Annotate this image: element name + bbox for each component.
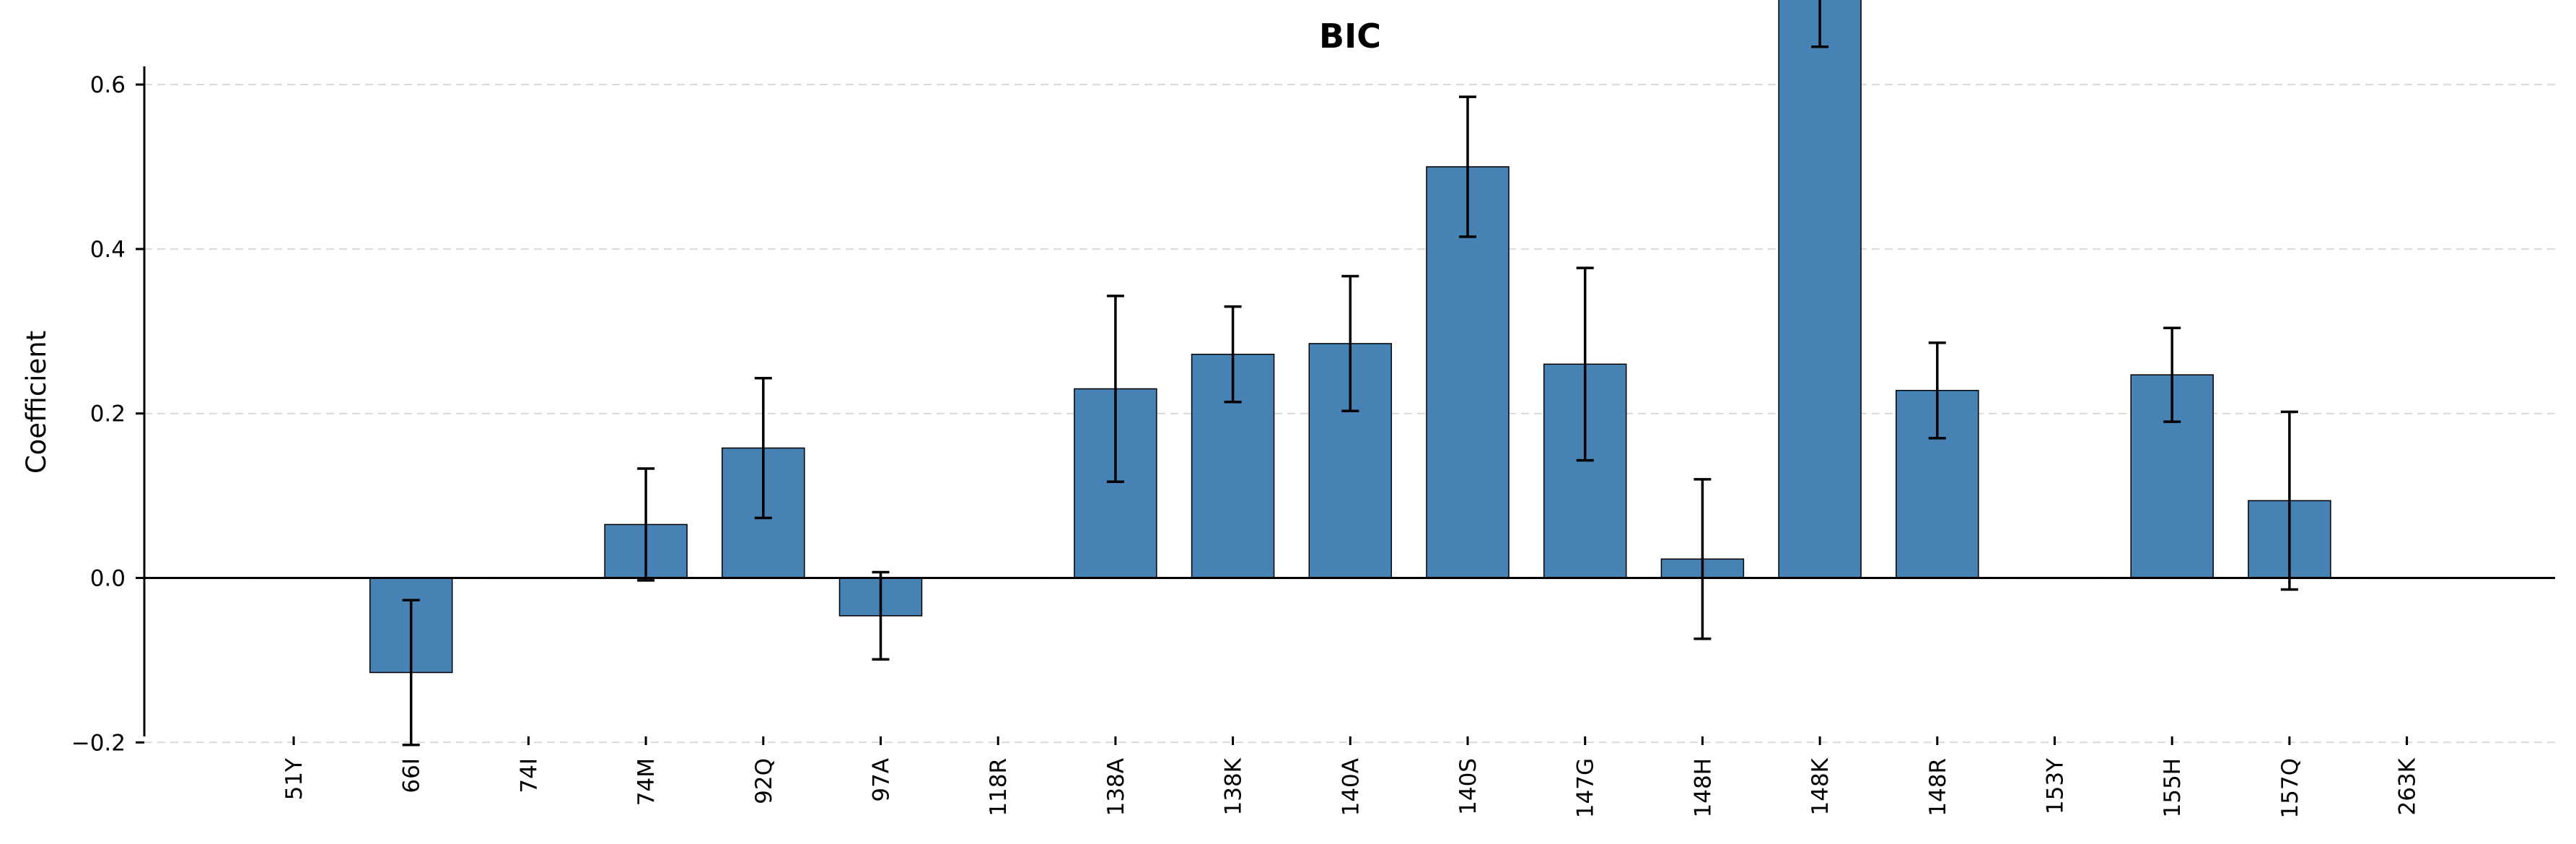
error-bar-74M xyxy=(637,467,655,582)
x-tick-label: 51Y xyxy=(281,758,307,800)
error-bar-140S xyxy=(1459,95,1476,238)
x-tick-label: 148H xyxy=(1690,758,1716,817)
x-tick-label: 148R xyxy=(1925,758,1951,817)
y-tick-label: 0.0 xyxy=(90,566,126,592)
error-bar-157Q xyxy=(2280,410,2298,591)
x-tick-label: 138A xyxy=(1103,758,1129,816)
y-tick-label: −0.2 xyxy=(71,730,126,756)
y-axis-label: Coefficient xyxy=(21,331,52,474)
x-tick-label: 140S xyxy=(1455,758,1481,815)
x-tick-label: 153Y xyxy=(2043,758,2069,814)
chart-title: BIC xyxy=(1319,17,1381,56)
error-bar-92Q xyxy=(754,376,772,520)
error-bar-155H xyxy=(2163,326,2181,423)
error-bar-148K xyxy=(1811,0,1829,48)
x-tick-label: 147G xyxy=(1573,758,1599,818)
x-tick-label: 148K xyxy=(1808,757,1834,815)
x-tick-label: 66I xyxy=(399,758,425,793)
y-tick-label: 0.2 xyxy=(90,401,126,427)
x-tick-label: 97A xyxy=(869,758,895,802)
x-tick-label: 157Q xyxy=(2277,758,2303,819)
error-bar-147G xyxy=(1576,266,1594,462)
y-axis-ticks: −0.20.00.20.40.60.81.01.2 xyxy=(71,72,144,756)
y-tick-label: 0.4 xyxy=(90,237,126,263)
x-tick-label: 118R xyxy=(986,758,1012,817)
x-tick-label: 74I xyxy=(516,758,542,793)
error-bar-138A xyxy=(1106,295,1124,483)
error-bar-148H xyxy=(1694,478,1712,640)
bar-148K xyxy=(1778,0,1862,579)
y-tick-label: 0.6 xyxy=(90,72,126,98)
error-bar-148R xyxy=(1928,341,1946,440)
error-bar-138K xyxy=(1224,305,1242,404)
error-bar-140A xyxy=(1341,274,1359,413)
x-tick-label: 92Q xyxy=(751,758,777,804)
x-tick-label: 155H xyxy=(2160,758,2186,817)
x-tick-label: 138K xyxy=(1221,757,1247,815)
x-tick-label: 140A xyxy=(1338,758,1364,816)
error-bar-97A xyxy=(872,570,890,661)
error-bars xyxy=(402,0,2298,747)
x-tick-label: 74M xyxy=(634,758,660,806)
x-axis-ticks: 51Y 66I 74I 74M 92Q 97A 118R 138A 138K 140A 140S 14… xyxy=(281,736,2421,819)
x-tick-label: 263K xyxy=(2395,757,2421,815)
